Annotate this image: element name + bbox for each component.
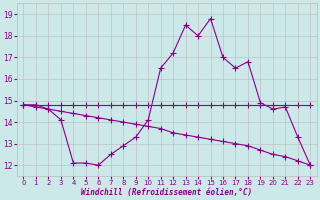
- X-axis label: Windchill (Refroidissement éolien,°C): Windchill (Refroidissement éolien,°C): [81, 188, 252, 197]
